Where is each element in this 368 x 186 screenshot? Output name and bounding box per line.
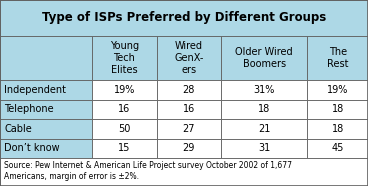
Text: 27: 27 (183, 124, 195, 134)
Text: Type of ISPs Preferred by Different Groups: Type of ISPs Preferred by Different Grou… (42, 12, 326, 25)
Text: Young
Tech
Elites: Young Tech Elites (110, 41, 139, 75)
Bar (307, 119, 368, 139)
Text: Source: Pew Internet & American Life Project survey October 2002 of 1,677
Americ: Source: Pew Internet & American Life Pro… (4, 161, 293, 181)
Bar (221, 119, 307, 139)
Bar (0, 158, 368, 186)
Bar (221, 100, 307, 119)
Bar (157, 80, 221, 100)
Text: 18: 18 (332, 105, 344, 114)
Bar (0, 0, 368, 36)
Bar (221, 36, 307, 80)
Text: The
Rest: The Rest (327, 47, 348, 69)
Bar (0, 100, 92, 119)
Text: 31: 31 (258, 143, 270, 153)
Text: 16: 16 (183, 105, 195, 114)
Bar (157, 119, 221, 139)
Text: 16: 16 (118, 105, 130, 114)
Text: Don’t know: Don’t know (4, 143, 60, 153)
Text: 15: 15 (118, 143, 131, 153)
Bar (307, 80, 368, 100)
Text: 29: 29 (183, 143, 195, 153)
Text: 18: 18 (332, 124, 344, 134)
Text: 19%: 19% (327, 85, 348, 95)
Bar (307, 100, 368, 119)
Text: 19%: 19% (114, 85, 135, 95)
Bar (92, 119, 157, 139)
Text: Older Wired
Boomers: Older Wired Boomers (236, 47, 293, 69)
Bar (0, 119, 92, 139)
Bar (0, 36, 92, 80)
Bar (307, 36, 368, 80)
Bar (157, 36, 221, 80)
Bar (0, 139, 92, 158)
Text: Independent: Independent (4, 85, 66, 95)
Text: 50: 50 (118, 124, 131, 134)
Bar (221, 139, 307, 158)
Bar (92, 139, 157, 158)
Bar (157, 100, 221, 119)
Bar (157, 139, 221, 158)
Text: 31%: 31% (254, 85, 275, 95)
Bar (221, 80, 307, 100)
Text: Telephone: Telephone (4, 105, 54, 114)
Text: 21: 21 (258, 124, 270, 134)
Bar (92, 36, 157, 80)
Text: Cable: Cable (4, 124, 32, 134)
Bar (0, 80, 92, 100)
Text: 28: 28 (183, 85, 195, 95)
Text: 18: 18 (258, 105, 270, 114)
Bar (307, 139, 368, 158)
Text: 45: 45 (332, 143, 344, 153)
Bar (92, 80, 157, 100)
Text: Wired
GenX-
ers: Wired GenX- ers (174, 41, 204, 75)
Bar (92, 100, 157, 119)
